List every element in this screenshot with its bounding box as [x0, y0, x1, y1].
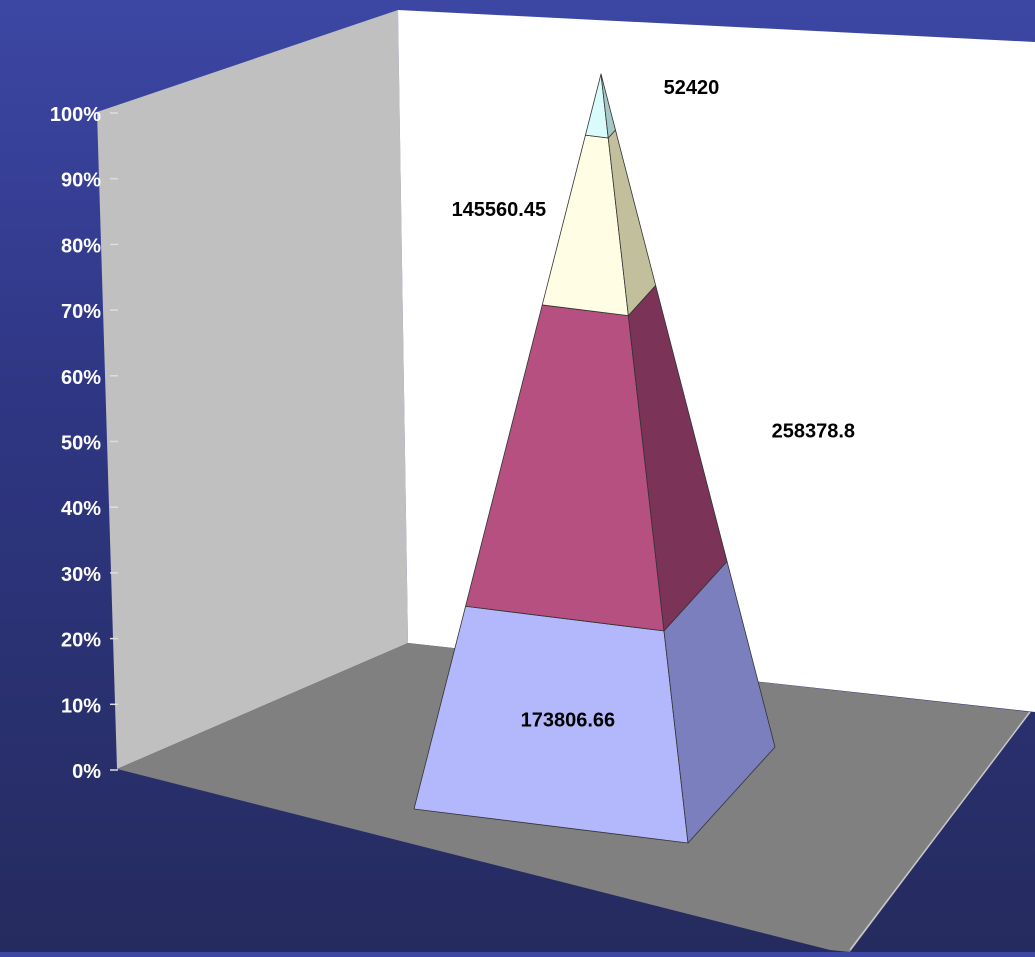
y-tick-label: 10%: [61, 695, 101, 717]
floor-edge: [849, 711, 1031, 951]
pyramid-side-segment: [600, 73, 616, 139]
y-tick-label: 60%: [61, 367, 101, 389]
data-label: 52420: [664, 77, 720, 99]
y-tick-label: 90%: [61, 170, 101, 192]
y-tick-label: 100%: [50, 104, 101, 126]
y-axis: 0% 10% 20% 30% 40% 50% 60% 70% 80% 90% 100%: [50, 104, 118, 783]
y-tick-label: 80%: [61, 235, 101, 257]
y-tick-label: 20%: [61, 630, 101, 652]
side-wall: [97, 10, 408, 769]
y-tick-label: 50%: [61, 433, 101, 455]
y-tick-label: 70%: [61, 301, 101, 323]
data-label: 173806.66: [521, 709, 616, 731]
data-label: 258378.8: [772, 420, 855, 442]
chart-walls: [97, 10, 1035, 952]
pyramid: [413, 73, 776, 844]
data-label: 145560.45: [452, 199, 547, 221]
y-tick-label: 30%: [61, 564, 101, 586]
y-tick-label: 0%: [72, 761, 101, 783]
data-labels: 173806.66 258378.8 145560.45 52420: [452, 77, 855, 731]
y-tick-label: 40%: [61, 498, 101, 520]
